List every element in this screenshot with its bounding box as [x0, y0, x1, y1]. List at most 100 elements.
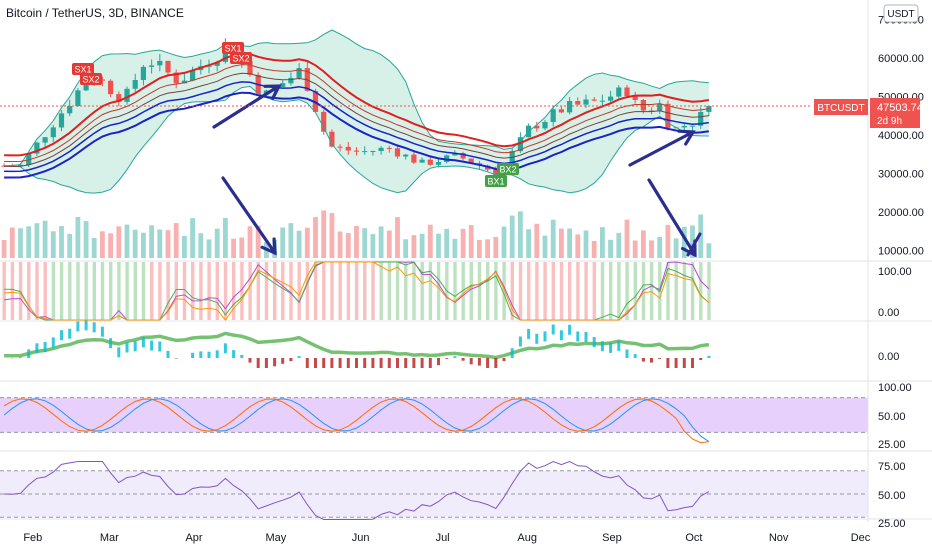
y-tick-label: 30000.00	[878, 168, 924, 180]
candle-body	[493, 169, 499, 176]
candle-body	[280, 83, 286, 87]
volume-bar	[9, 227, 15, 258]
candle-body	[419, 159, 425, 163]
osc1-stripe	[363, 262, 367, 320]
volume-bar	[206, 239, 212, 258]
volume-bar	[567, 228, 572, 258]
osc1-stripe	[617, 262, 621, 320]
osc2-hist	[535, 333, 539, 344]
candle-body	[17, 164, 24, 167]
price-tag-countdown: 2d 9h	[877, 116, 902, 127]
x-tick-label: May	[266, 532, 287, 544]
osc2-hist	[60, 330, 63, 341]
osc1-stripe	[199, 262, 203, 320]
osc1-tick: 0.00	[878, 307, 899, 319]
osc1-stripe	[59, 262, 64, 320]
osc2-hist	[330, 358, 334, 368]
osc2-hist	[256, 358, 260, 368]
candle-body	[624, 87, 630, 96]
candle-body	[124, 88, 130, 102]
osc1-stripe	[551, 262, 555, 320]
volume-bar	[313, 217, 318, 258]
osc2-hist	[322, 358, 326, 368]
signal-label-bg	[485, 175, 507, 187]
x-tick-label: Mar	[100, 532, 119, 544]
currency-button-label[interactable]: USDT	[887, 9, 914, 20]
signal-label: BX1	[487, 177, 504, 187]
candle-body	[599, 100, 605, 102]
volume-bar	[198, 233, 204, 258]
volume-bar	[403, 239, 409, 258]
osc2-hist	[559, 330, 563, 341]
indicator-panels	[0, 260, 932, 520]
osc1-stripe	[313, 262, 318, 320]
x-tick-label: Nov	[769, 532, 789, 544]
osc2-hist	[68, 328, 72, 339]
osc1-stripe	[273, 262, 277, 320]
osc1-stripe	[289, 262, 293, 320]
osc2-hist	[150, 340, 154, 351]
volume-bar	[67, 233, 73, 258]
volume-bar	[124, 224, 130, 258]
osc2-hist	[141, 337, 145, 348]
volume-bar	[641, 230, 646, 258]
volume-bar	[444, 228, 450, 258]
volume-bar	[378, 226, 384, 258]
volume-bar	[370, 234, 376, 258]
candle-body	[632, 96, 638, 100]
osc2-hist	[92, 322, 96, 333]
osc1-stripe	[674, 262, 678, 320]
volume-bar	[59, 226, 64, 258]
osc2-hist	[133, 341, 137, 352]
candle-body	[386, 147, 392, 149]
candle-body	[362, 151, 368, 153]
candle-body	[591, 99, 597, 101]
osc1-stripe	[35, 262, 39, 320]
volume-bar	[518, 211, 523, 258]
arrow-top-right-head	[677, 129, 696, 146]
osc2-hist	[273, 358, 277, 367]
volume-bar	[345, 233, 351, 258]
osc2-hist	[355, 358, 358, 368]
arrow-top-left-head	[263, 84, 282, 101]
signal-label-bg	[72, 63, 94, 75]
osc1-stripe	[76, 262, 80, 320]
osc2-hist	[510, 348, 514, 358]
osc1-stripe	[420, 262, 424, 320]
osc2-hist	[387, 358, 391, 368]
osc1-stripe	[223, 262, 228, 320]
osc1-stripe	[158, 262, 162, 320]
osc1-stripe	[150, 262, 154, 320]
osc2-hist	[633, 354, 637, 358]
volume-bar	[436, 233, 441, 258]
candle-body	[173, 72, 179, 84]
osc1-stripe	[428, 262, 433, 320]
osc1-stripe	[338, 262, 342, 320]
volume-bar	[255, 225, 261, 258]
osc1-stripe	[559, 262, 564, 320]
osc1-stripe	[2, 262, 6, 320]
volume-bar	[624, 219, 630, 258]
candle-body	[460, 153, 466, 159]
currency-button[interactable]	[883, 4, 919, 23]
osc2-hist	[527, 328, 531, 339]
volume-bar	[337, 231, 343, 258]
osc1-line-orange	[4, 261, 710, 321]
osc2-main	[4, 331, 710, 360]
volume-bar	[190, 218, 195, 258]
volume-bar	[395, 217, 400, 258]
candle-body	[247, 61, 253, 75]
osc1-stripe	[592, 262, 596, 320]
osc1-stripe	[141, 262, 146, 320]
volume-bar	[91, 237, 97, 258]
osc2-hist	[396, 358, 399, 368]
volume-bar	[657, 237, 663, 258]
osc1-stripe	[68, 262, 72, 320]
candle-body	[452, 153, 458, 156]
volume-bar	[26, 226, 32, 258]
volume-bar	[690, 225, 695, 258]
osc2-hist	[215, 350, 219, 358]
candle-body	[140, 66, 146, 80]
